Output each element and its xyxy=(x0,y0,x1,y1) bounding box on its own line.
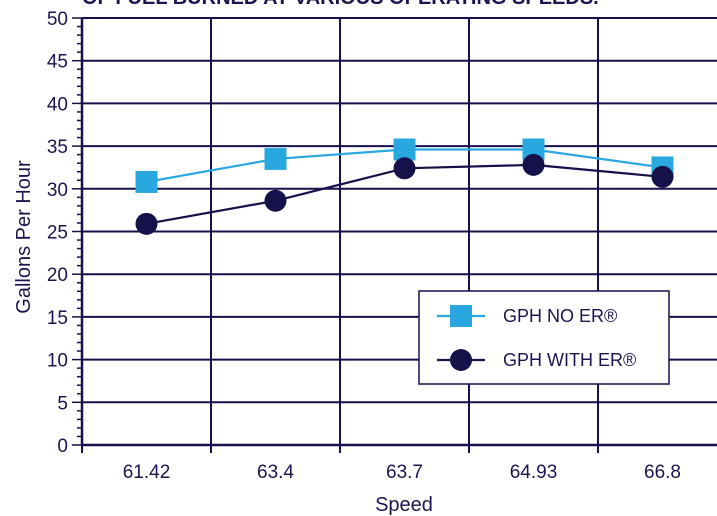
axes: 0 5 10 15 20 25 30 35 40 45 50 61.42 63.4 63.7 64.93 66… xyxy=(47,9,717,483)
x-axis-label: Speed xyxy=(375,494,433,516)
data-point-circle xyxy=(135,212,158,235)
data-point-circle xyxy=(264,189,287,212)
y-tick-label: 50 xyxy=(47,9,68,30)
y-tick-label: 40 xyxy=(47,94,68,115)
chart-title: OF FUEL BURNED AT VARIOUS OPERATING SPEE… xyxy=(82,0,599,9)
legend-box xyxy=(418,290,670,385)
x-tick-label: 64.93 xyxy=(510,462,558,483)
data-point-circle xyxy=(522,153,545,176)
y-tick-label: 20 xyxy=(47,265,68,286)
y-tick-label: 35 xyxy=(47,137,68,158)
y-tick-label: 15 xyxy=(47,308,68,329)
x-tick-label: 61.42 xyxy=(123,462,171,483)
y-axis-label: Gallons Per Hour xyxy=(13,160,35,314)
legend-marker-circle xyxy=(450,349,472,371)
y-tick-label: 0 xyxy=(57,436,68,457)
y-tick-label: 25 xyxy=(47,223,68,244)
x-tick-label: 63.7 xyxy=(386,462,423,483)
x-tick-label: 66.8 xyxy=(644,462,681,483)
data-point-square xyxy=(522,138,545,161)
data-point-circle xyxy=(393,157,416,180)
y-tick-label: 30 xyxy=(47,180,68,201)
data-point-square xyxy=(393,138,416,161)
data-point-square xyxy=(264,147,287,170)
legend-label-1: GPH NO ER® xyxy=(503,306,617,326)
legend-label-2: GPH WITH ER® xyxy=(503,350,636,370)
data-point-circle xyxy=(651,165,674,188)
y-tick-label: 10 xyxy=(47,351,68,372)
legend-marker-square xyxy=(450,305,472,327)
y-tick-label: 5 xyxy=(57,393,68,414)
y-tick-label: 45 xyxy=(47,52,68,73)
data-point-square xyxy=(135,170,158,193)
x-tick-label: 63.4 xyxy=(257,462,294,483)
series xyxy=(135,138,674,235)
legend: GPH NO ER® GPH WITH ER® xyxy=(418,290,670,385)
